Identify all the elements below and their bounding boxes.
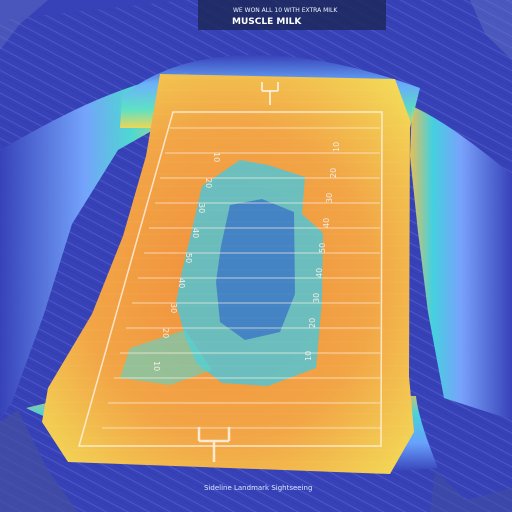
left-yard-number: 20 — [204, 178, 213, 188]
right-yard-number: 50 — [318, 243, 327, 253]
left-yard-number: 10 — [212, 152, 221, 162]
right-yard-number: 30 — [325, 193, 334, 203]
right-yard-number: 10 — [332, 142, 341, 152]
left-stands-heat — [0, 72, 188, 420]
bottom-left-stand — [0, 410, 78, 512]
banner-small-text: WE WON ALL 10 WITH EXTRA MILK — [233, 7, 338, 14]
top-left-roof — [0, 0, 48, 50]
banner-main-text: MUSCLE MILK — [232, 17, 302, 27]
right-yard-number: 40 — [315, 268, 324, 278]
field-sideline — [78, 111, 383, 447]
yard-lines — [102, 127, 381, 429]
left-yard-number: 50 — [184, 253, 193, 263]
left-yard-number-column: 10 20 30 40 50 40 30 20 10 — [152, 152, 221, 371]
top-goalpost — [261, 82, 279, 105]
bottom-credit-text: Sideline Landmark Sightseeing — [204, 484, 312, 492]
left-yard-number: 40 — [177, 278, 186, 288]
bottom-goalpost — [197, 427, 231, 462]
scoreboard-banner — [198, 0, 386, 30]
right-yard-number: 10 — [304, 351, 313, 361]
left-yard-number: 30 — [197, 203, 206, 213]
left-yard-number: 20 — [161, 328, 170, 338]
top-right-roof — [470, 0, 512, 60]
left-yard-number: 40 — [191, 228, 200, 238]
field-texture — [42, 74, 414, 474]
right-yard-number: 20 — [329, 168, 338, 178]
right-stands-heat — [410, 106, 512, 420]
right-yard-number: 40 — [322, 218, 331, 228]
right-yard-number: 20 — [308, 318, 317, 328]
right-yard-number-column: 10 20 30 40 50 40 30 20 10 — [304, 142, 341, 361]
left-yard-number: 30 — [169, 303, 178, 313]
bottom-right-stand — [430, 470, 512, 512]
right-yard-number: 30 — [312, 293, 321, 303]
left-yard-number: 10 — [152, 361, 161, 371]
